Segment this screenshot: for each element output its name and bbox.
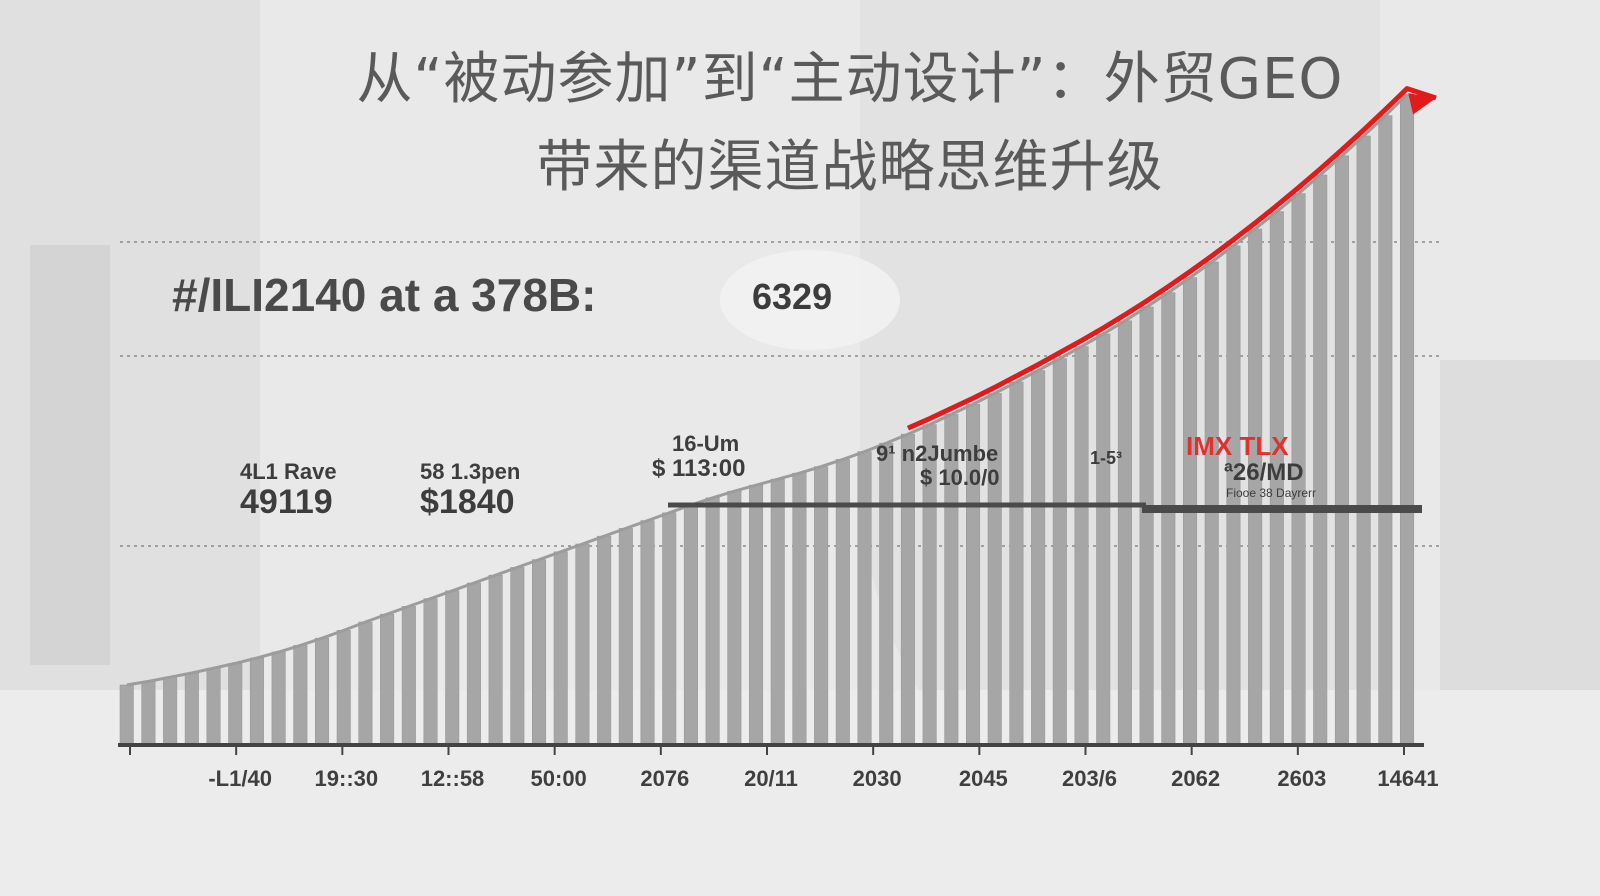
annotation-1-label: 4L1 Rave	[240, 459, 337, 484]
bar-15	[423, 598, 438, 746]
page-title-line-1: 从“被动参加”到“主动设计”：外贸GEO	[356, 47, 1344, 112]
bar-44	[1052, 358, 1067, 746]
annotation-3-label: 16-Um	[672, 431, 740, 456]
bar-25	[640, 520, 655, 746]
x-tick-label-1: -L1/40	[208, 766, 272, 791]
annotation-2: 58 1.3pen $1840	[420, 459, 521, 521]
bar-49	[1161, 292, 1176, 746]
bar-20	[531, 559, 547, 746]
trend-arrowhead	[1408, 93, 1436, 115]
trend-arrow	[906, 86, 1437, 431]
x-tick-label-6: 20/11	[744, 766, 798, 791]
bar-6	[228, 663, 243, 746]
bar-46	[1096, 333, 1111, 746]
page-title-line-2: 带来的渠道战略思维升级	[536, 135, 1164, 200]
annotation-1: 4L1 Rave 49119	[240, 459, 337, 521]
bar-27	[683, 504, 698, 746]
x-tick-label-5: 2076	[640, 766, 690, 791]
bar-5	[206, 667, 221, 746]
bar-12	[358, 621, 373, 746]
annotation-6-note: Fiooe 38 Dayrerr	[1226, 486, 1317, 500]
bar-28	[705, 497, 720, 746]
bar-51	[1204, 261, 1219, 746]
x-tick-label-10: 2062	[1171, 766, 1221, 791]
bar-35	[857, 451, 872, 746]
annotation-3: 16-Um $ 113:00	[652, 432, 745, 482]
bar-48	[1139, 306, 1154, 746]
background-lamp	[720, 250, 900, 350]
bar-top-outline	[126, 93, 1409, 687]
annotation-6-value: ª26/MD	[1224, 459, 1304, 486]
bar-60	[1400, 94, 1415, 746]
trend-line	[906, 86, 1437, 431]
headline-badge: 6329	[752, 276, 833, 317]
background-shelf	[30, 245, 110, 665]
bar-34	[835, 459, 850, 746]
bar-21	[553, 551, 568, 746]
reference-lines	[668, 502, 1422, 513]
annotation-4-value: $ 10.0/0	[920, 465, 1000, 490]
annotation-5-label: 1-5³	[1090, 448, 1123, 468]
bar-1	[119, 684, 134, 746]
bar-4	[184, 672, 199, 746]
x-tick-label-8: 2045	[958, 766, 1008, 791]
bar-3	[163, 676, 178, 746]
bar-14	[401, 606, 416, 746]
background-cabinet	[1440, 360, 1600, 720]
bar-18	[488, 574, 503, 746]
bar-10	[314, 637, 330, 746]
headline-text: #/ILI2140 at a 378B:	[172, 269, 597, 321]
bar-57	[1334, 155, 1349, 746]
bar-24	[618, 528, 633, 746]
annotation-6: IMX TLX ª26/MD Fiooe 38 Dayrerr	[1186, 432, 1316, 500]
bar-9	[293, 645, 308, 746]
bar-13	[380, 613, 395, 746]
bar-47	[1117, 320, 1132, 746]
bar-11	[336, 630, 351, 746]
bar-29	[727, 490, 742, 746]
bar-42	[1009, 381, 1024, 746]
annotation-4-label: 9¹ n2Jumbe	[876, 441, 999, 466]
annotation-6-label: IMX TLX	[1186, 431, 1289, 461]
bar-19	[510, 567, 525, 746]
x-tick-label-3: 12::58	[420, 766, 485, 791]
bar-22	[575, 543, 590, 746]
annotation-4: 9¹ n2Jumbe $ 10.0/0	[876, 442, 1000, 490]
bar-33	[814, 466, 829, 746]
x-tick-label-7: 2030	[852, 766, 902, 791]
annotation-5: 1-5³	[1090, 446, 1122, 470]
bar-7	[249, 657, 264, 746]
x-tick-label-4: 50:00	[530, 766, 587, 791]
bar-43	[1031, 370, 1046, 746]
bar-17	[466, 582, 481, 746]
bar-32	[792, 472, 807, 746]
annotation-1-value: 49119	[240, 483, 333, 521]
bar-45	[1074, 346, 1089, 746]
bar-8	[271, 651, 286, 746]
bar-59	[1378, 115, 1393, 746]
bar-2	[141, 681, 156, 746]
bar-58	[1356, 135, 1371, 746]
bar-31	[770, 478, 785, 746]
x-tick-label-12: 14641	[1377, 766, 1439, 791]
annotation-3-value: $ 113:00	[652, 455, 746, 482]
annotation-2-label: 58 1.3pen	[420, 459, 521, 484]
x-tick-label-9: 203/6	[1061, 766, 1118, 791]
bar-30	[748, 484, 764, 746]
x-tick-label-11: 2603	[1277, 766, 1327, 791]
x-axis	[118, 743, 1424, 755]
x-tick-label-2: 19::30	[314, 766, 379, 791]
bar-23	[597, 535, 612, 746]
bar-26	[662, 512, 677, 746]
annotation-2-value: $1840	[420, 483, 515, 521]
bar-16	[445, 590, 460, 746]
